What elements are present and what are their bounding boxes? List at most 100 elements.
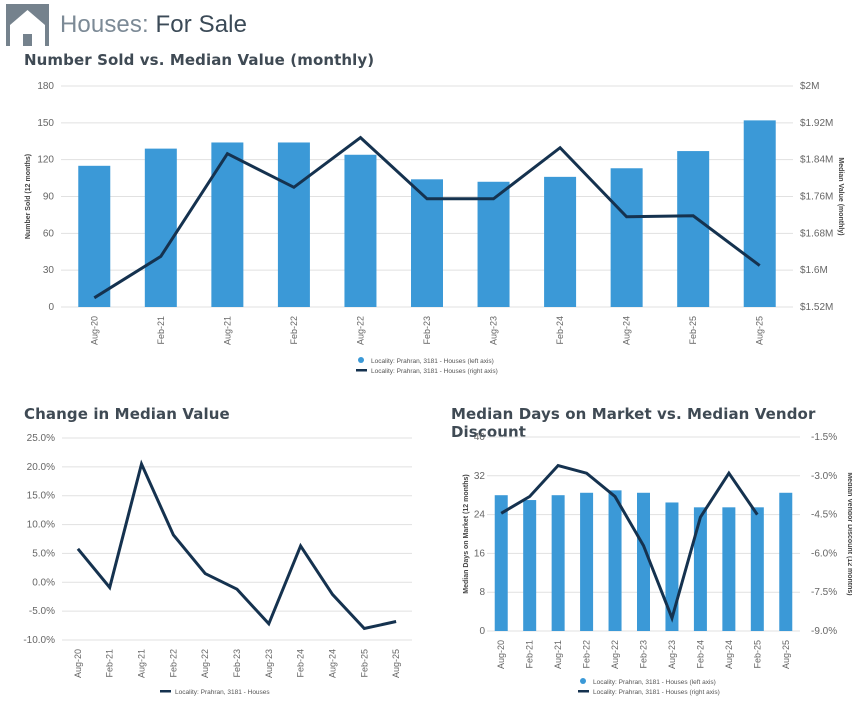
x-tick-label: Aug-24 — [327, 649, 337, 678]
y2-tick-label: -7.5% — [811, 587, 837, 598]
y2-tick-label: $1.6M — [800, 265, 828, 276]
bar — [551, 495, 565, 631]
x-tick-label: Aug-20 — [496, 640, 506, 669]
y-tick-label: 180 — [37, 81, 54, 92]
y-tick-label: 32 — [474, 471, 486, 482]
legend-marker-line — [160, 690, 171, 693]
x-tick-label: Aug-21 — [137, 649, 147, 678]
y-tick-label: 90 — [43, 192, 55, 203]
page-title-prefix: Houses: — [60, 11, 149, 38]
x-tick-label: Aug-21 — [222, 316, 232, 345]
legend-label: Locality: Prahran, 3181 - Houses — [175, 689, 270, 696]
bar — [750, 507, 764, 631]
x-tick-label: Aug-25 — [755, 316, 765, 345]
x-tick-label: Aug-22 — [610, 640, 620, 669]
chart-sold-vs-value: 0 30 60 90 120 150 180 $1.52M $1.6M $1.68M $1.76M $… — [25, 81, 844, 375]
bar — [580, 492, 594, 631]
legend-marker-line — [578, 690, 589, 693]
y2-tick-label: $1.76M — [800, 192, 833, 203]
y-tick-label: 5.0% — [32, 548, 55, 559]
y-axis-title: Number Sold (12 months) — [25, 154, 32, 239]
bar — [722, 507, 736, 631]
x-tick-label: Feb-25 — [688, 316, 698, 345]
x-tick-label: Feb-21 — [525, 640, 535, 669]
y-tick-label: 0.0% — [32, 577, 55, 588]
y-tick-label: 8 — [479, 587, 485, 598]
bar — [608, 490, 622, 631]
series-line — [93, 135, 761, 300]
x-tick-label: Aug-24 — [622, 316, 632, 345]
bar — [344, 154, 377, 307]
bar — [494, 495, 508, 631]
x-tick-label: Feb-23 — [422, 316, 432, 345]
y-tick-label: 60 — [43, 228, 55, 239]
y2-tick-label: -1.5% — [811, 432, 837, 443]
series-line — [76, 459, 397, 631]
bar — [211, 142, 244, 307]
x-tick-label: Feb-21 — [156, 316, 166, 345]
y2-tick-label: $1.84M — [800, 155, 833, 166]
x-tick-label: Aug-25 — [781, 640, 791, 669]
x-tick-label: Aug-24 — [724, 640, 734, 669]
y2-tick-label: $2M — [800, 81, 819, 92]
y2-tick-label: -3.0% — [811, 471, 837, 482]
x-tick-label: Aug-25 — [391, 649, 401, 678]
x-tick-label: Feb-22 — [168, 649, 178, 678]
x-tick-label: Feb-22 — [582, 640, 592, 669]
house-icon — [6, 4, 49, 46]
x-tick-label: Aug-20 — [73, 649, 83, 678]
x-tick-label: Feb-25 — [359, 649, 369, 678]
legend-marker-line — [356, 369, 367, 372]
x-tick-label: Feb-24 — [695, 640, 705, 669]
chart-days-vs-discount: 0 8 16 24 32 40 -9.0% -7.5% -6.0% -4.5% -3.0% -1.5%… — [463, 432, 852, 696]
legend-label: Locality: Prahran, 3181 - Houses (right … — [593, 689, 720, 696]
y-tick-label: 20.0% — [27, 462, 55, 473]
legend-marker-bar — [580, 678, 586, 684]
y2-tick-label: $1.52M — [800, 302, 833, 313]
y2-tick-label: -6.0% — [811, 548, 837, 559]
y-tick-label: 0 — [479, 626, 485, 637]
x-tick-label: Aug-20 — [89, 316, 99, 345]
y-tick-label: 40 — [474, 432, 486, 443]
bar — [665, 502, 679, 631]
y-tick-label: 120 — [37, 155, 54, 166]
page-title: Houses: For Sale — [60, 11, 247, 39]
y2-axis-title: Median Vendor Discount (12 months) — [846, 472, 852, 595]
x-tick-label: Aug-22 — [200, 649, 210, 678]
x-tick-label: Feb-24 — [555, 316, 565, 345]
y-tick-label: -5.0% — [29, 606, 55, 617]
legend-label: Locality: Prahran, 3181 - Houses (left a… — [371, 358, 494, 365]
x-tick-label: Feb-21 — [105, 649, 115, 678]
bar — [523, 500, 537, 631]
y-tick-label: 30 — [43, 265, 55, 276]
y-tick-label: 25.0% — [27, 433, 55, 444]
y2-axis-title: Median Value (monthly) — [837, 157, 844, 235]
bar — [144, 148, 177, 307]
bar — [743, 120, 776, 307]
bar — [277, 142, 310, 307]
chart-title-change-median: Change in Median Value — [24, 405, 230, 423]
x-tick-label: Feb-25 — [752, 640, 762, 669]
x-tick-label: Feb-23 — [232, 649, 242, 678]
chart-change-median: -10.0% -5.0% 0.0% 5.0% 10.0% 15.0% 20.0% 25.0% A… — [23, 433, 412, 696]
bar — [544, 176, 577, 307]
y-tick-label: 16 — [474, 548, 486, 559]
page-title-main: For Sale — [155, 11, 248, 38]
y2-tick-label: -9.0% — [811, 626, 837, 637]
bar — [779, 492, 793, 631]
bar — [693, 507, 707, 631]
bar — [477, 181, 510, 307]
y-tick-label: 0 — [48, 302, 54, 313]
x-tick-label: Aug-21 — [553, 640, 563, 669]
bar — [411, 179, 443, 307]
x-tick-label: Aug-22 — [355, 316, 365, 345]
legend-label: Locality: Prahran, 3181 - Houses (left a… — [593, 679, 716, 686]
bar — [610, 168, 643, 307]
legend-label: Locality: Prahran, 3181 - Houses (right … — [371, 368, 498, 375]
x-tick-label: Feb-22 — [289, 316, 299, 345]
y-tick-label: 15.0% — [27, 491, 55, 502]
chart-title-sold-vs-value: Number Sold vs. Median Value (monthly) — [24, 51, 375, 69]
bar — [78, 165, 111, 307]
y-tick-label: 150 — [37, 118, 54, 129]
x-tick-label: Aug-23 — [264, 649, 274, 678]
